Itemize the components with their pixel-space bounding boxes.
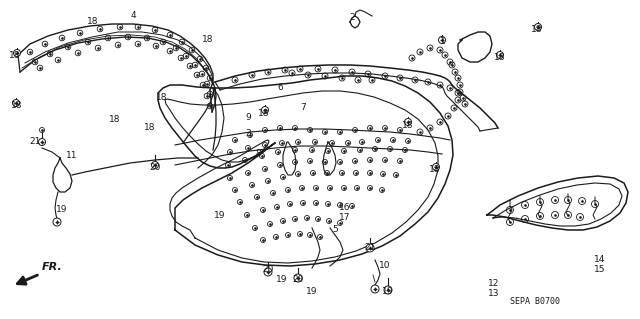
Text: 5: 5 xyxy=(332,226,338,234)
Circle shape xyxy=(438,36,445,43)
Text: 18: 18 xyxy=(156,93,168,102)
Text: 3: 3 xyxy=(245,129,251,137)
Text: 18: 18 xyxy=(259,108,269,117)
Text: 20: 20 xyxy=(292,276,304,285)
Circle shape xyxy=(404,118,412,125)
Text: 19: 19 xyxy=(307,287,317,296)
Circle shape xyxy=(497,51,504,58)
Text: 8: 8 xyxy=(255,149,261,158)
Text: 20: 20 xyxy=(149,164,161,173)
Text: 20: 20 xyxy=(262,265,274,275)
Text: 7: 7 xyxy=(300,103,306,113)
Text: 19: 19 xyxy=(382,287,394,296)
Circle shape xyxy=(366,244,374,252)
Text: 19: 19 xyxy=(214,211,226,219)
Circle shape xyxy=(433,164,440,170)
Text: 19: 19 xyxy=(276,276,288,285)
Text: 12: 12 xyxy=(488,278,500,287)
Text: 6: 6 xyxy=(277,84,283,93)
Text: 18: 18 xyxy=(429,166,441,174)
Text: 18: 18 xyxy=(494,54,506,63)
Circle shape xyxy=(371,285,379,293)
Text: 18: 18 xyxy=(531,26,543,34)
Circle shape xyxy=(38,138,45,145)
Circle shape xyxy=(53,218,61,226)
Text: 18: 18 xyxy=(12,100,23,109)
Text: 18: 18 xyxy=(144,123,156,132)
Text: SEPA B0700: SEPA B0700 xyxy=(510,298,560,307)
Circle shape xyxy=(384,286,392,294)
Text: 9: 9 xyxy=(245,114,251,122)
Circle shape xyxy=(13,100,19,107)
Text: 13: 13 xyxy=(488,288,500,298)
Text: 18: 18 xyxy=(109,115,121,124)
Circle shape xyxy=(262,107,269,114)
Text: 18: 18 xyxy=(9,50,20,60)
Circle shape xyxy=(264,268,272,276)
Text: 10: 10 xyxy=(380,261,391,270)
Circle shape xyxy=(534,24,541,31)
Text: 16: 16 xyxy=(339,204,351,212)
Text: 21: 21 xyxy=(364,243,376,253)
Circle shape xyxy=(13,49,20,56)
Circle shape xyxy=(294,274,302,282)
Text: 21: 21 xyxy=(29,137,41,146)
Text: FR.: FR. xyxy=(42,262,63,272)
Text: 18: 18 xyxy=(403,121,413,130)
Circle shape xyxy=(152,161,159,168)
Text: 17: 17 xyxy=(339,213,351,222)
Text: 11: 11 xyxy=(67,151,77,160)
Text: 18: 18 xyxy=(87,18,99,26)
Text: 4: 4 xyxy=(130,11,136,19)
Text: 15: 15 xyxy=(595,265,605,275)
Text: 19: 19 xyxy=(56,205,68,214)
Text: 1: 1 xyxy=(440,38,446,47)
Text: 14: 14 xyxy=(595,256,605,264)
Text: 18: 18 xyxy=(202,35,214,44)
Text: 2: 2 xyxy=(349,13,355,23)
